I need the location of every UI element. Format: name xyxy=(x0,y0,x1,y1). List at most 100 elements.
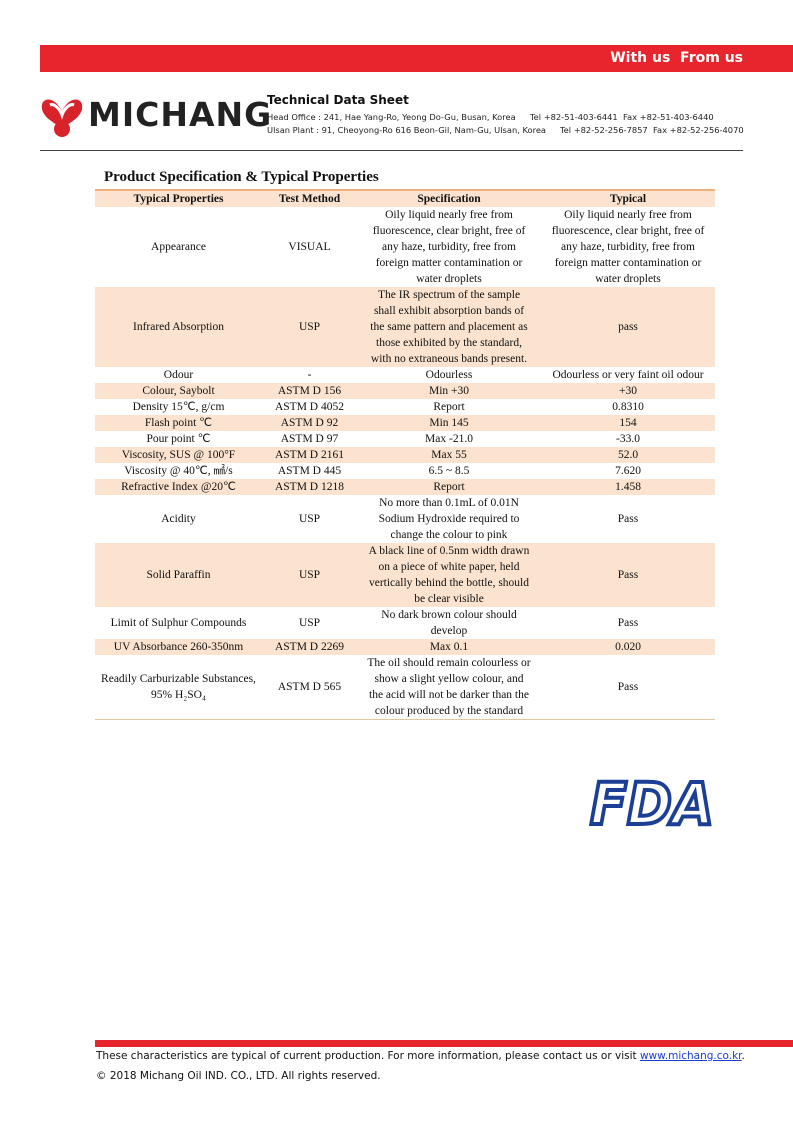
table-cell: Appearance xyxy=(151,241,206,253)
table-cell: ASTM D 4052 xyxy=(274,401,344,413)
table-cell: ASTM D 2269 xyxy=(262,639,357,655)
top-bar: With us From us xyxy=(40,45,793,72)
table-cell: VISUAL xyxy=(288,241,331,253)
table-cell: ASTM D 445 xyxy=(277,465,342,477)
table-row: Infrared Absorption USP The IR spectrum of… xyxy=(95,287,715,367)
table-cell: Solid Paraffin xyxy=(95,543,262,607)
spec-table: Typical Properties Test Method Specificati… xyxy=(95,189,715,720)
table-cell: Density 15℃, g/cm xyxy=(132,401,225,413)
table-cell: ASTM D 2161 xyxy=(262,447,357,463)
table-cell: A black line of 0.5nm width drawn on a p… xyxy=(357,543,541,607)
table-cell: Colour, Saybolt xyxy=(95,383,262,399)
table-cell: Report xyxy=(433,401,465,413)
table-row: Colour, Saybolt ASTM D 156 Min +30 +30 xyxy=(95,383,715,399)
plant-contact: Tel +82-52-256-7857 Fax +82-52-256-4070 xyxy=(560,125,744,135)
table-cell: Oily liquid nearly free from fluorescenc… xyxy=(551,209,705,285)
table-cell: - xyxy=(307,369,312,381)
table-cell: 52.0 xyxy=(541,447,715,463)
table-cell: Viscosity, SUS @ 100°F xyxy=(95,447,262,463)
table-cell: Max 55 xyxy=(357,447,541,463)
table-row: Pour point ℃ ASTM D 97 Max -21.0 -33.0 xyxy=(95,431,715,447)
table-cell: ASTM D 156 xyxy=(262,383,357,399)
table-cell: 0.8310 xyxy=(612,401,644,413)
table-row: Viscosity, SUS @ 100°F ASTM D 2161 Max 55 5… xyxy=(95,447,715,463)
table-cell: Min 145 xyxy=(357,415,541,431)
header-rule xyxy=(40,150,743,151)
table-cell: 0.020 xyxy=(541,639,715,655)
table-cell: USP xyxy=(262,287,357,367)
table-cell: The IR spectrum of the sample shall exhi… xyxy=(357,287,541,367)
fda-text: FDA xyxy=(590,772,714,832)
table-cell: ASTM D 1218 xyxy=(262,479,357,495)
table-row: Viscosity @ 40℃, ㎟/s ASTM D 445 6.5 ~ 8.5 7… xyxy=(95,463,715,479)
table-cell: Limit of Sulphur Compounds xyxy=(110,617,247,629)
section-title: Product Specification & Typical Properti… xyxy=(104,169,379,185)
head-office: Head Office : 241, Hae Yang-Ro, Yeong Do… xyxy=(267,112,516,122)
column-header: Test Method xyxy=(262,190,357,207)
table-cell: USP xyxy=(298,513,321,525)
table-cell: Pass xyxy=(617,681,639,693)
table-cell: 1.458 xyxy=(541,479,715,495)
table-cell: 7.620 xyxy=(615,465,641,477)
table-cell: Odour xyxy=(163,369,194,381)
copyright: © 2018 Michang Oil IND. CO., LTD. All ri… xyxy=(96,1070,381,1082)
header-row: Typical Properties Test Method Specificati… xyxy=(95,190,715,207)
brand-icon xyxy=(41,99,83,137)
table-row: Odour - Odourless Odourless or very faint o… xyxy=(95,367,715,383)
head-office-contact: Tel +82-51-403-6441 Fax +82-51-403-6440 xyxy=(530,112,714,122)
footer-text-end: . xyxy=(741,1050,745,1062)
table-cell: Pass xyxy=(617,513,639,525)
footer-link[interactable]: www.michang.co.kr xyxy=(639,1050,742,1062)
table-cell: Readily Carburizable Substances, 95% H₂S… xyxy=(101,673,256,701)
footer-note: These characteristics are typical of cur… xyxy=(96,1050,745,1062)
table-row: Acidity USP No more than 0.1mL of 0.01N So… xyxy=(95,495,715,543)
doc-title: Technical Data Sheet xyxy=(267,93,409,107)
table-row: Flash point ℃ ASTM D 92 Min 145 154 xyxy=(95,415,715,431)
table-cell: Odourless xyxy=(425,369,473,381)
table-cell: Infrared Absorption xyxy=(95,287,262,367)
table-cell: Acidity xyxy=(161,513,196,525)
column-header: Typical Properties xyxy=(95,190,262,207)
table-cell: Viscosity @ 40℃, ㎟/s xyxy=(124,465,233,477)
footer-text: These characteristics are typical of cur… xyxy=(96,1050,640,1062)
table-row: Solid Paraffin USP A black line of 0.5nm w… xyxy=(95,543,715,607)
table-cell: USP xyxy=(262,543,357,607)
table-cell: ASTM D 97 xyxy=(280,433,339,445)
table-cell: ASTM D 565 xyxy=(277,681,342,693)
table-row: Appearance VISUAL Oily liquid nearly free … xyxy=(95,207,715,287)
table-cell: Pour point ℃ xyxy=(146,433,211,445)
table-cell: Max -21.0 xyxy=(425,433,473,445)
table-cell: Pass xyxy=(617,617,639,629)
table-cell: -33.0 xyxy=(616,433,640,445)
table-cell: Min +30 xyxy=(357,383,541,399)
column-header: Typical xyxy=(541,190,715,207)
tagline: With us From us xyxy=(610,50,743,66)
table-cell: Odourless or very faint oil odour xyxy=(552,369,704,381)
table-cell: Pass xyxy=(541,543,715,607)
fda-logo: FDA xyxy=(588,772,716,832)
table-row: Density 15℃, g/cm ASTM D 4052 Report 0.8310 xyxy=(95,399,715,415)
table-cell: Oily liquid nearly free from fluorescenc… xyxy=(372,209,526,285)
table-cell: pass xyxy=(541,287,715,367)
table-cell: +30 xyxy=(541,383,715,399)
table-cell: Report xyxy=(357,479,541,495)
footer-bar xyxy=(95,1040,793,1047)
table-cell: 154 xyxy=(541,415,715,431)
table-cell: Flash point ℃ xyxy=(95,415,262,431)
table-cell: No dark brown colour should develop xyxy=(381,609,517,637)
table-cell: Max 0.1 xyxy=(357,639,541,655)
table-cell: The oil should remain colourless or show… xyxy=(367,657,531,717)
table-cell: ASTM D 92 xyxy=(262,415,357,431)
column-header: Specification xyxy=(357,190,541,207)
table-cell: UV Absorbance 260-350nm xyxy=(95,639,262,655)
table-row: UV Absorbance 260-350nm ASTM D 2269 Max 0.… xyxy=(95,639,715,655)
table-row: Limit of Sulphur Compounds USP No dark bro… xyxy=(95,607,715,639)
table-cell: Refractive Index @20℃ xyxy=(95,479,262,495)
table-row: Readily Carburizable Substances, 95% H₂S… xyxy=(95,655,715,720)
table-cell: No more than 0.1mL of 0.01N Sodium Hydro… xyxy=(378,497,520,541)
table-row: Refractive Index @20℃ ASTM D 1218 Report 1.… xyxy=(95,479,715,495)
table-cell: 6.5 ~ 8.5 xyxy=(428,465,470,477)
plant: Ulsan Plant : 91, Cheoyong-Ro 616 Beon-G… xyxy=(267,125,547,135)
table-cell: USP xyxy=(298,617,321,629)
